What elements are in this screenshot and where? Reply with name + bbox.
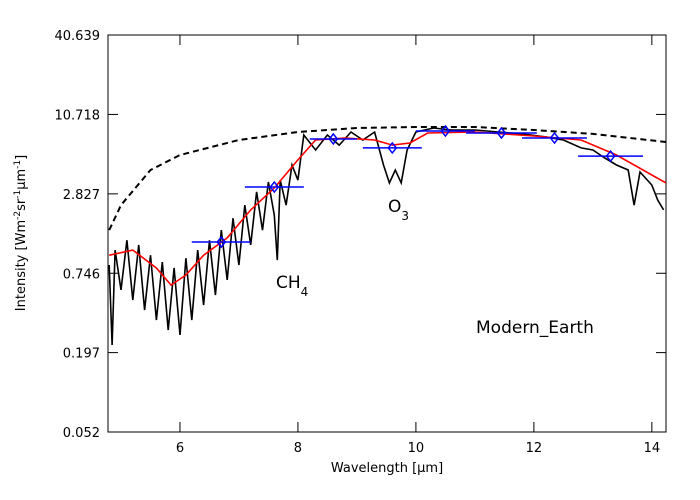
y-tick-label: 2.827: [63, 188, 100, 203]
data-point: [216, 235, 227, 249]
x-label-part: ]: [438, 461, 443, 476]
plot-frame: [107, 34, 667, 433]
data-point: [605, 149, 616, 163]
y-tick-label: 10.718: [55, 108, 101, 123]
y-label-sup: -2: [13, 211, 23, 220]
y-label-part: μm: [14, 169, 29, 190]
x-tick-label: 10: [408, 441, 425, 456]
series-line: [108, 127, 665, 346]
data-point: [549, 131, 560, 145]
y-tick-label: 40.639: [55, 29, 101, 44]
y-tick-label: 0.746: [63, 267, 100, 282]
annotation-sub: 4: [301, 285, 309, 299]
y-label-part: ]: [14, 155, 29, 160]
y-label-part: Intensity [Wm: [14, 220, 29, 311]
x-tick-label: 14: [644, 441, 661, 456]
y-tick-label: 0.052: [63, 426, 100, 441]
x-label-part: Wavelength [: [331, 461, 417, 476]
data-point: [440, 124, 451, 138]
y-label-sup: -1: [13, 190, 23, 199]
data-point: [496, 126, 507, 140]
x-tick-label: 12: [526, 441, 543, 456]
x-label-part: μm: [417, 461, 438, 476]
series-line: [108, 126, 666, 231]
y-tick-label: 0.197: [63, 347, 100, 362]
data-point: [328, 132, 339, 146]
data-point: [387, 141, 398, 155]
y-label-sup: -1: [13, 160, 23, 169]
annotation: O3: [388, 197, 409, 223]
annotation: Modern_Earth: [476, 318, 594, 338]
annotation: CH4: [276, 273, 308, 299]
annotation-text: O: [388, 197, 401, 217]
x-tick-label: 6: [176, 441, 184, 456]
data-point: [269, 180, 280, 194]
x-tick-label: 8: [294, 441, 302, 456]
y-label-part: sr: [14, 198, 29, 211]
annotation-text: CH: [276, 273, 301, 293]
annotation-sub: 3: [401, 209, 409, 223]
x-axis-label: Wavelength [μm]: [331, 461, 443, 476]
y-axis-label: Intensity [Wm-2sr-1μm-1]: [13, 155, 29, 311]
